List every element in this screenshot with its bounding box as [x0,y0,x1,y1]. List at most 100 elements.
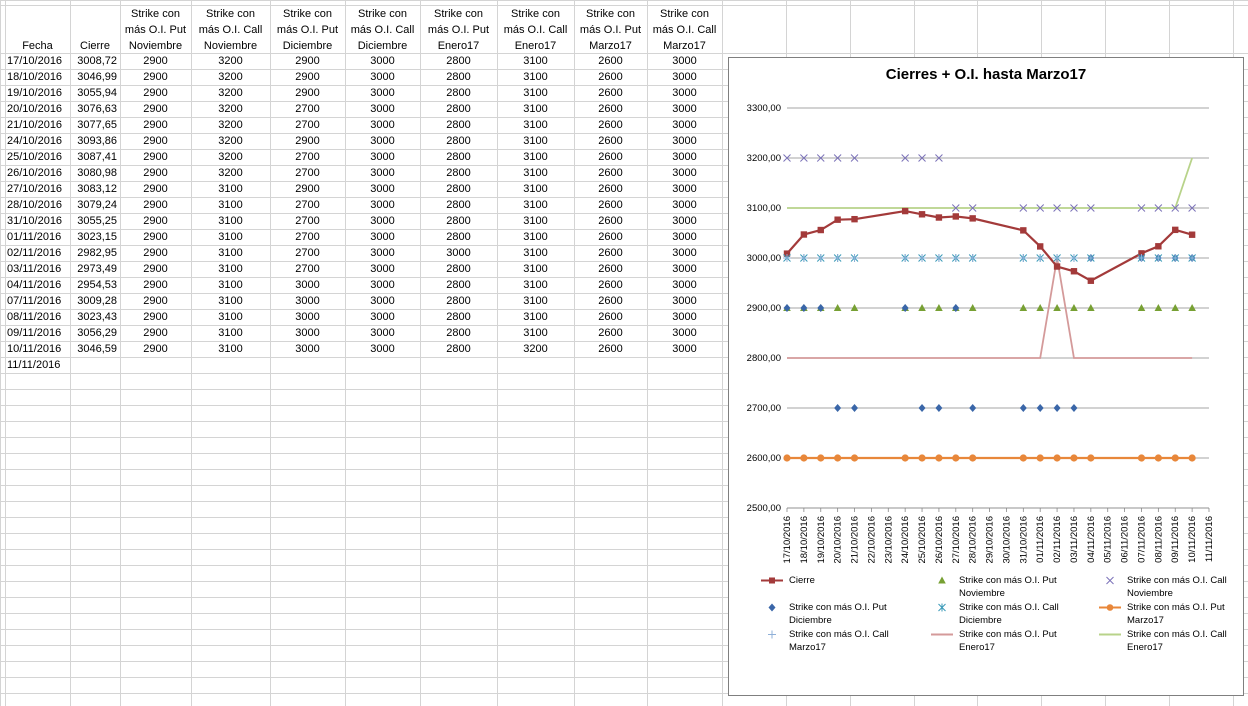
data-point [783,304,791,312]
data-point [1037,243,1044,250]
strike-cell: 3200 [218,71,243,83]
legend-item: Strike con más O.I. Call Diciembre [929,601,1089,629]
line-chart[interactable]: Cierres + O.I. hasta Marzo17 2500,00 2600… [728,57,1244,696]
strike-cell: 3100 [218,327,243,339]
strike-cell: 3200 [218,135,243,147]
grid-row-line [0,85,1248,86]
strike-cell: 3100 [523,263,548,275]
grid-column-line [345,0,346,706]
data-point [1053,454,1061,462]
data-point [1036,254,1045,262]
column-header: Diciembre [282,40,333,52]
strike-cell: 2900 [143,103,168,115]
x-tick-label: 04/11/2016 [1086,516,1097,563]
column-header: más O.I. Call [198,24,263,36]
strike-cell: 3100 [523,167,548,179]
series-line-8 [787,157,1193,209]
strike-cell: 3100 [523,183,548,195]
grid-row-line [0,645,1248,646]
strike-cell: 2700 [295,215,320,227]
data-point [968,304,977,311]
y-tick-label: 2700,00 [747,403,781,414]
strike-cell: 3100 [218,295,243,307]
strike-cell: 2800 [446,71,471,83]
grid-row-line [0,245,1248,246]
strike-cell: 3100 [523,71,548,83]
data-point [1019,304,1028,311]
grid-row-line [0,405,1248,406]
data-point [800,454,808,462]
strike-cell: 3000 [370,119,395,131]
strike-cell: 2600 [598,71,623,83]
data-point [1154,254,1163,262]
strike-cell: 3100 [218,247,243,259]
date-cell: 25/10/2016 [7,151,63,163]
close-cell: 3076,63 [77,103,117,115]
grid-row-line [0,5,1248,6]
strike-cell: 2800 [446,135,471,147]
legend-label-line: Noviembre [1127,588,1173,599]
data-point [834,216,841,223]
legend-label-line: Strike con más O.I. Put [959,629,1057,640]
legend-swatch [931,633,953,636]
legend-label-line: Strike con más O.I. Put [1127,602,1225,613]
grid-row-line [0,293,1248,294]
legend-swatch [761,577,783,584]
x-tick-label: 07/11/2016 [1136,516,1147,563]
legend-label: Strike con más O.I. Put Marzo17 [1127,601,1247,627]
strike-cell: 3100 [218,343,243,355]
grid-row-line [0,101,1248,102]
data-point [1070,268,1078,275]
close-cell: 3023,15 [77,231,117,243]
grid-row-line [0,485,1248,486]
x-tick-label: 27/10/2016 [951,516,962,564]
close-cell: 3055,94 [77,87,117,99]
strike-cell: 3000 [672,263,697,275]
date-cell: 11/11/2016 [7,359,61,371]
strike-cell: 2700 [295,199,320,211]
data-point [1019,404,1027,412]
grid-column-line [191,0,192,706]
grid-row-line [0,149,1248,150]
strike-cell: 2600 [598,151,623,163]
strike-cell: 3000 [672,167,697,179]
column-header: Strike con [131,8,180,20]
strike-cell: 2900 [143,327,168,339]
grid-row-line [0,389,1248,390]
data-point [833,154,842,162]
data-point [1019,204,1028,212]
data-point [935,214,943,221]
data-point [850,154,859,162]
x-tick-label: 11/11/2016 [1204,516,1215,562]
date-cell: 08/11/2016 [7,311,62,323]
strike-cell: 3100 [523,327,548,339]
data-point [901,154,910,162]
strike-cell: 2900 [295,55,320,67]
data-point [1086,204,1095,212]
close-cell: 3077,65 [77,119,117,131]
strike-cell: 3000 [672,71,697,83]
strike-cell: 2800 [446,215,471,227]
legend-label: Strike con más O.I. Call Noviembre [1127,574,1247,600]
data-point [1053,304,1061,311]
column-header: Enero17 [514,40,557,52]
column-header: Strike con [660,8,709,20]
close-cell: 2982,95 [77,247,117,259]
data-point [918,154,926,162]
strike-cell: 3000 [295,311,320,323]
strike-cell: 2800 [446,279,471,291]
data-point [1087,304,1095,311]
strike-cell: 2600 [598,231,623,243]
x-tick-label: 08/11/2016 [1153,516,1164,563]
data-point [1154,204,1163,212]
legend-label-line: Enero17 [959,642,995,653]
data-point [935,454,943,462]
data-point [918,404,926,412]
column-header: Strike con [358,8,407,20]
strike-cell: 2700 [295,103,320,115]
strike-cell: 3100 [218,279,243,291]
grid-row-line [0,677,1248,678]
data-point [969,404,977,412]
data-point [1036,404,1044,412]
date-cell: 01/11/2016 [7,231,62,243]
